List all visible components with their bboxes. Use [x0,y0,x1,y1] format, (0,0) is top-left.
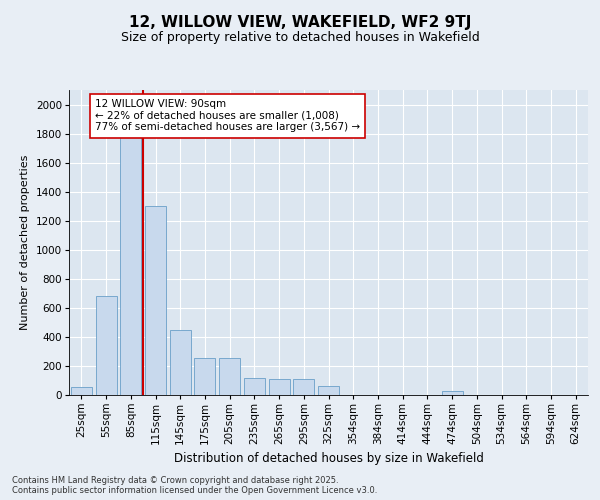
Bar [318,386,339,395]
Bar [145,206,166,395]
Text: Contains HM Land Registry data © Crown copyright and database right 2025.
Contai: Contains HM Land Registry data © Crown c… [12,476,377,495]
Bar [95,296,116,395]
Bar [269,379,290,395]
Text: 12 WILLOW VIEW: 90sqm
← 22% of detached houses are smaller (1,008)
77% of semi-d: 12 WILLOW VIEW: 90sqm ← 22% of detached … [95,99,360,132]
Bar [442,390,463,395]
Text: Size of property relative to detached houses in Wakefield: Size of property relative to detached ho… [121,31,479,44]
Text: 12, WILLOW VIEW, WAKEFIELD, WF2 9TJ: 12, WILLOW VIEW, WAKEFIELD, WF2 9TJ [129,15,471,30]
X-axis label: Distribution of detached houses by size in Wakefield: Distribution of detached houses by size … [173,452,484,466]
Bar [293,379,314,395]
Bar [194,358,215,395]
Bar [71,387,92,395]
Bar [120,108,141,395]
Bar [244,378,265,395]
Bar [170,330,191,395]
Y-axis label: Number of detached properties: Number of detached properties [20,155,30,330]
Bar [219,358,240,395]
